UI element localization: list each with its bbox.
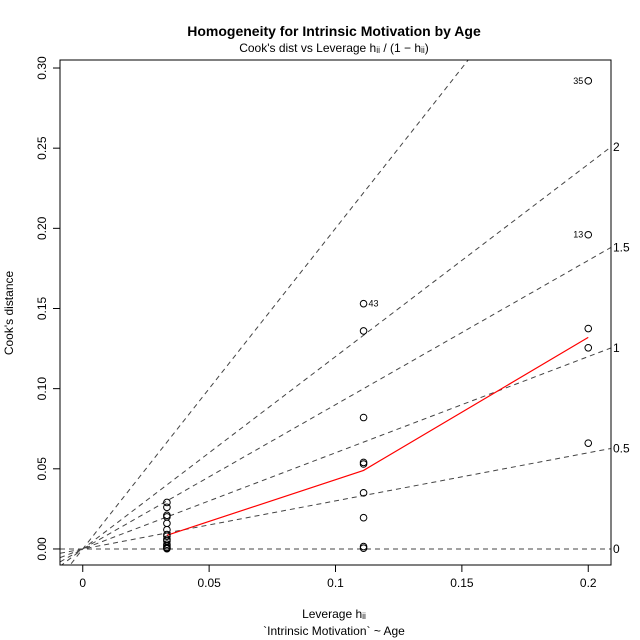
data-point [359, 513, 368, 522]
smooth-line [166, 336, 589, 536]
data-point [163, 532, 171, 540]
data-point [584, 230, 593, 239]
contour-label: 1.5 [613, 240, 630, 254]
y-axis-label: Cook's distance [2, 271, 16, 356]
data-point [359, 327, 368, 335]
point-label: 13 [573, 230, 583, 240]
plot-frame [59, 59, 612, 566]
data-point [584, 77, 593, 85]
point-label: 35 [573, 76, 583, 86]
x-tick-label: 0.1 [327, 576, 344, 590]
data-point [359, 544, 368, 552]
y-tick-label: 0.20 [35, 216, 49, 240]
y-tick-label: 0.05 [35, 457, 49, 481]
y-tick-label: 0.25 [35, 136, 49, 160]
chart-subtitle: Cook's dist vs Leverage hᵢᵢ / (1 − hᵢᵢ) [239, 41, 429, 55]
contour-label: 1 [613, 341, 620, 355]
cooks-contour-line [60, 447, 611, 554]
cooks-contour-line [60, 146, 611, 565]
contour-label: 2 [613, 140, 620, 154]
y-axis: 0.00 0.05 0.10 0.15 0.20 0.25 0.30 [35, 56, 61, 561]
contour-label: 0.5 [613, 441, 630, 455]
cooks-distance-contours [60, 60, 611, 565]
data-point [163, 519, 171, 528]
data-point [359, 299, 368, 308]
y-tick-label: 0.00 [35, 537, 49, 561]
x-axis-label: Leverage hᵢᵢ [302, 607, 366, 621]
cooks-contour-line [69, 60, 469, 565]
cooks-contour-line [60, 347, 611, 559]
y-tick-label: 0.10 [35, 377, 49, 401]
data-point [359, 460, 368, 468]
point-labels: 43 35 13 [369, 76, 584, 309]
chart-footer: `Intrinsic Motivation` ~ Age [263, 624, 405, 638]
x-tick-label: 0.2 [580, 576, 597, 590]
data-point [359, 489, 368, 497]
point-label: 43 [369, 299, 379, 309]
x-tick-label: 0 [79, 576, 86, 590]
y-tick-label: 0.30 [35, 56, 49, 80]
data-points [163, 77, 593, 553]
data-point [163, 498, 171, 507]
x-tick-label: 0.05 [197, 576, 221, 590]
x-tick-label: 0.15 [450, 576, 474, 590]
contour-labels: 0 0.5 1 1.5 2 [613, 140, 630, 556]
data-point [163, 544, 171, 553]
data-point [163, 503, 171, 512]
chart-title: Homogeneity for Intrinsic Motivation by … [187, 23, 481, 39]
data-point [584, 324, 593, 333]
y-tick-label: 0.15 [35, 296, 49, 320]
data-point [584, 343, 593, 352]
data-point [584, 439, 593, 447]
cooks-contour-line [60, 246, 611, 563]
x-axis: 0 0.05 0.1 0.15 0.2 [79, 564, 597, 590]
smooth-line-group [166, 336, 589, 536]
data-point [359, 413, 368, 422]
contour-label: 0 [613, 542, 620, 556]
